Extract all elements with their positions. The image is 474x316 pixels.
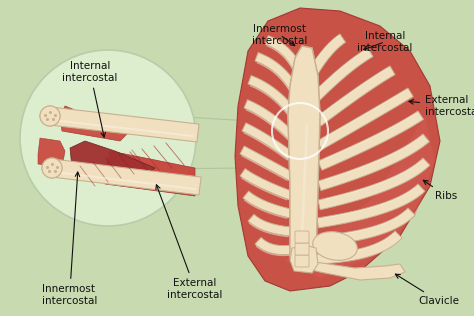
Ellipse shape — [313, 232, 357, 260]
Polygon shape — [235, 8, 440, 291]
Polygon shape — [314, 231, 402, 264]
Circle shape — [40, 106, 60, 126]
Circle shape — [42, 158, 62, 178]
Polygon shape — [244, 100, 296, 141]
Polygon shape — [316, 208, 415, 246]
Polygon shape — [288, 46, 320, 268]
Polygon shape — [60, 106, 130, 141]
Polygon shape — [49, 107, 199, 142]
Polygon shape — [240, 169, 293, 200]
Polygon shape — [285, 116, 435, 278]
Text: Internal
intercostal: Internal intercostal — [357, 31, 413, 52]
Polygon shape — [255, 52, 300, 94]
Polygon shape — [255, 237, 292, 255]
Polygon shape — [288, 46, 320, 268]
Polygon shape — [308, 34, 346, 76]
Circle shape — [20, 50, 196, 226]
Polygon shape — [312, 48, 373, 101]
Text: Innermost
intercostal: Innermost intercostal — [42, 172, 97, 306]
Polygon shape — [317, 184, 425, 228]
Polygon shape — [315, 66, 395, 126]
Polygon shape — [105, 151, 195, 196]
Text: Innermost
intercostal: Innermost intercostal — [252, 24, 308, 46]
Polygon shape — [318, 134, 429, 191]
Polygon shape — [248, 76, 298, 118]
Text: External
intercostal: External intercostal — [409, 95, 474, 117]
Text: Internal
intercostal: Internal intercostal — [62, 61, 118, 137]
FancyBboxPatch shape — [295, 231, 309, 243]
Circle shape — [40, 106, 60, 126]
Polygon shape — [318, 158, 430, 210]
Text: Clavicle: Clavicle — [395, 274, 459, 306]
FancyBboxPatch shape — [295, 255, 309, 267]
Polygon shape — [290, 246, 318, 273]
Circle shape — [42, 158, 62, 178]
Text: External
intercostal: External intercostal — [156, 185, 223, 300]
Polygon shape — [317, 88, 413, 150]
FancyBboxPatch shape — [295, 243, 309, 255]
Polygon shape — [242, 123, 295, 161]
Polygon shape — [240, 146, 294, 181]
Polygon shape — [243, 191, 292, 218]
Polygon shape — [51, 159, 201, 195]
Text: Ribs: Ribs — [423, 180, 457, 201]
Polygon shape — [265, 36, 302, 71]
Polygon shape — [38, 138, 65, 168]
Polygon shape — [308, 261, 405, 280]
Polygon shape — [248, 214, 292, 236]
Polygon shape — [318, 111, 423, 170]
Polygon shape — [70, 141, 155, 179]
